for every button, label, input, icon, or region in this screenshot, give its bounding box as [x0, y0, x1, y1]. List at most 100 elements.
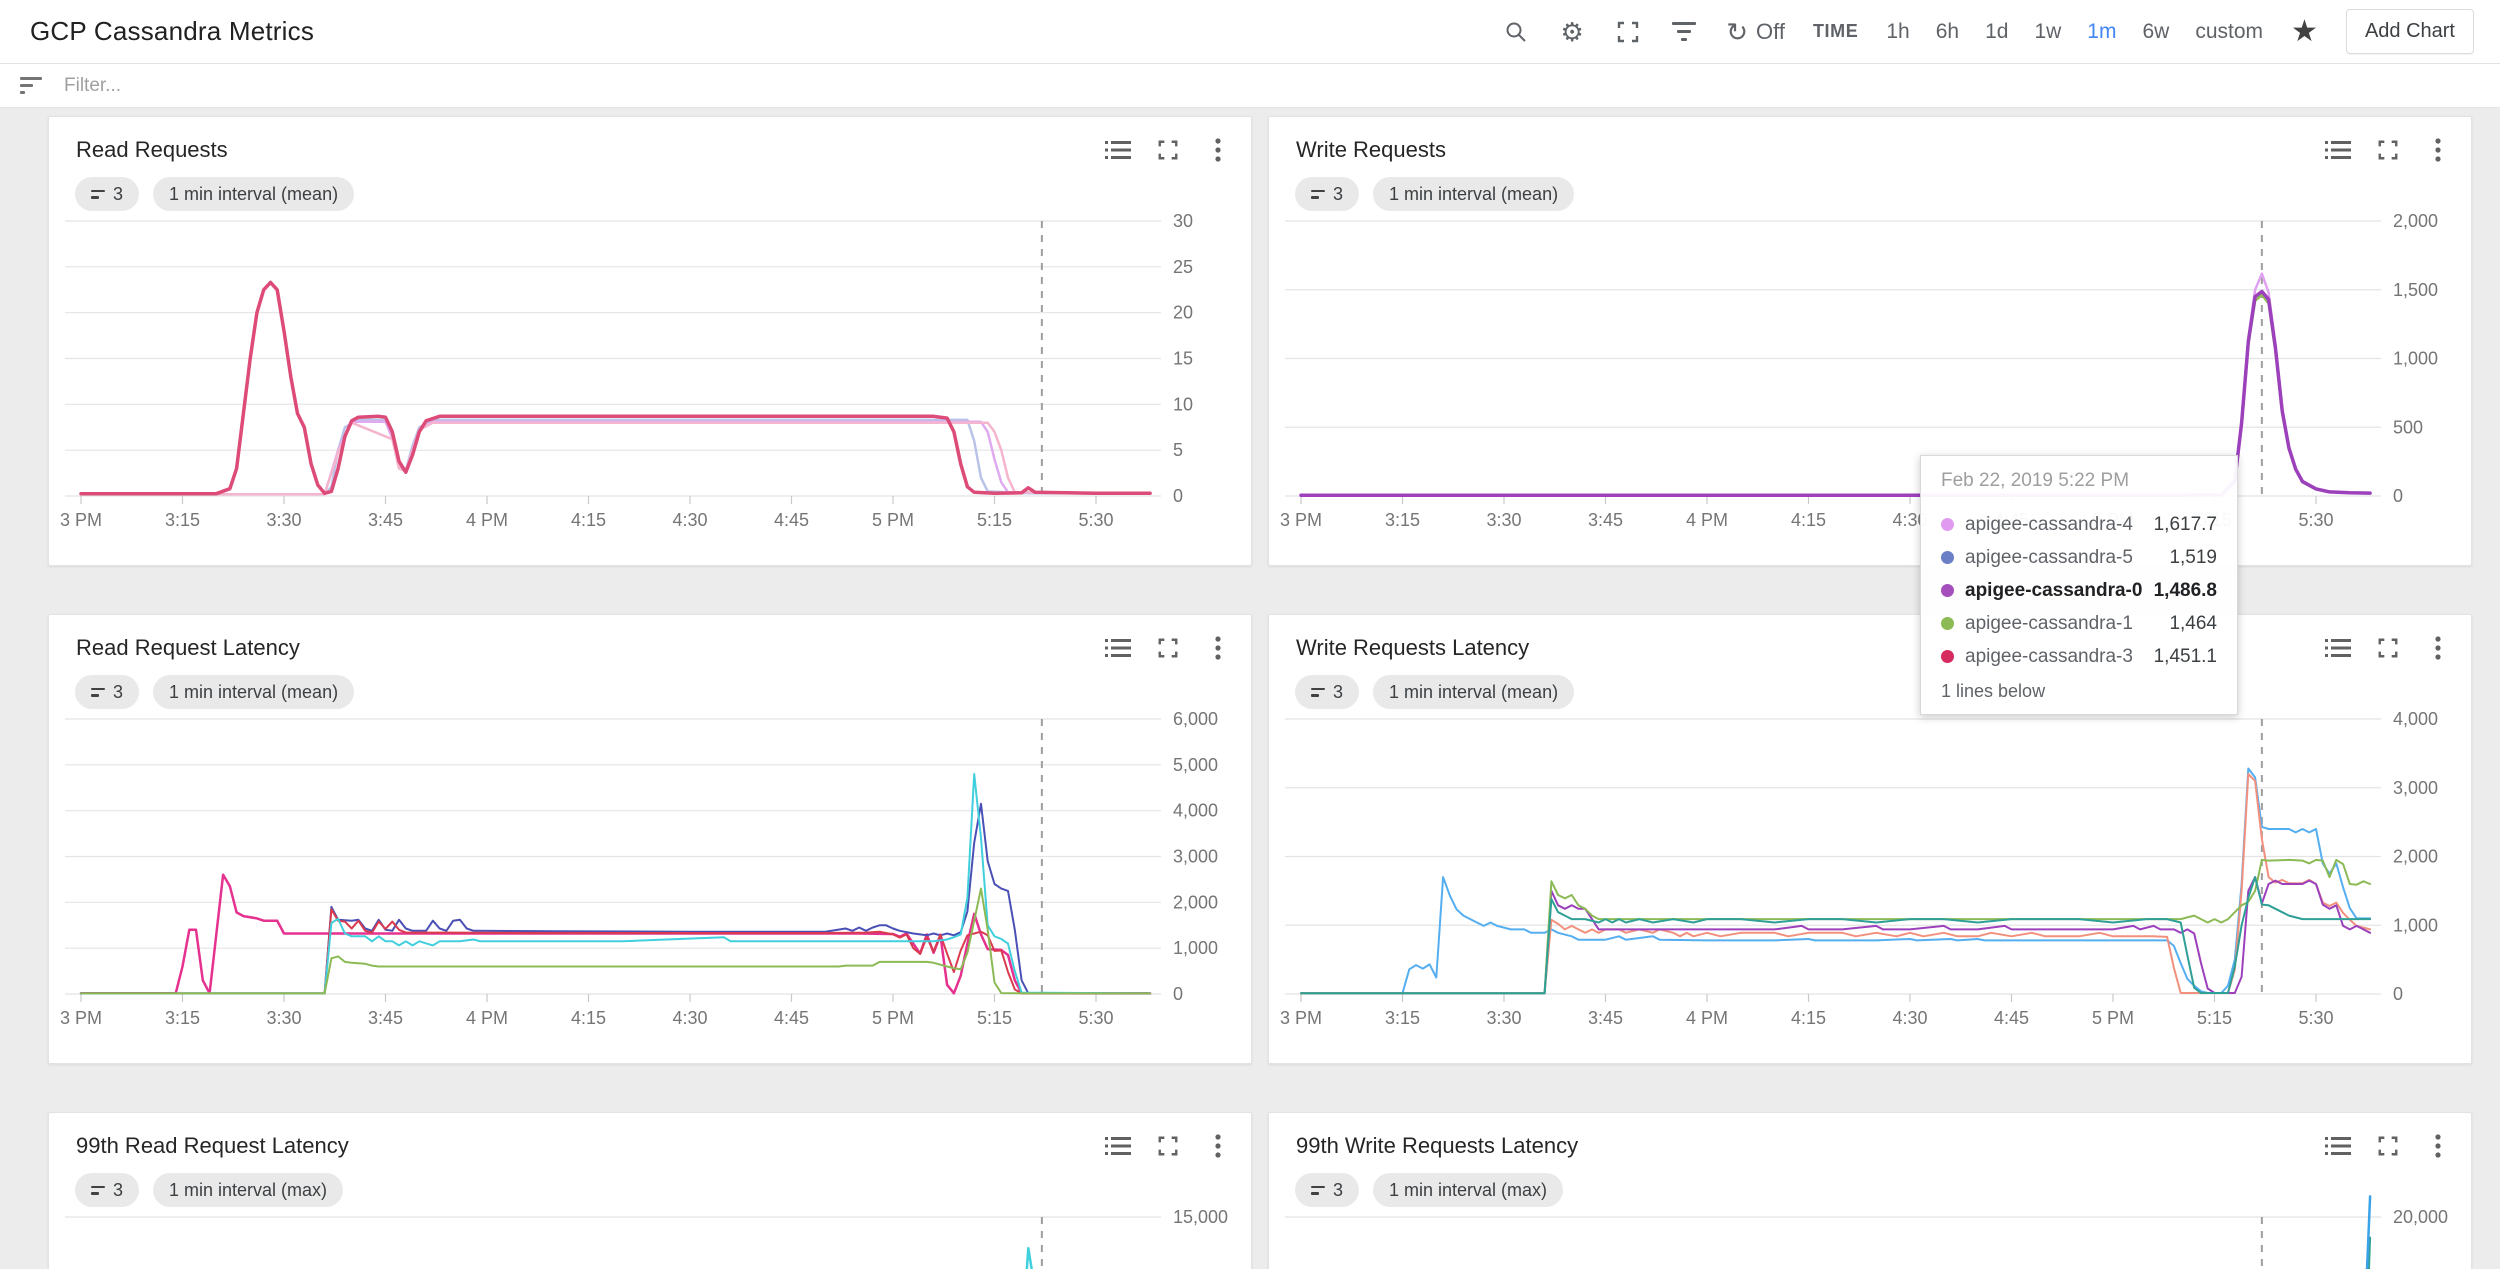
- x-tick-label: 4:15: [571, 1008, 606, 1028]
- y-tick-label: 0: [2393, 984, 2403, 1004]
- chart-legend-icon[interactable]: [2325, 137, 2351, 163]
- x-tick-label: 3:30: [266, 1008, 301, 1028]
- x-tick-label: 4:15: [1791, 510, 1826, 530]
- chart-plot-write-requests-latency[interactable]: 0 1,000 2,000 3,000 4,000 3 PM 3:15 3:30 3:45 4 P…: [1280, 709, 2473, 1034]
- time-range-1d[interactable]: 1d: [1985, 19, 2009, 43]
- x-tick-label: 3 PM: [1280, 510, 1322, 530]
- filter-count-pill[interactable]: 3: [1295, 177, 1360, 211]
- chart-title: Read Requests: [76, 137, 228, 162]
- pill-filter-icon: [91, 1185, 105, 1195]
- header-controls: ⚙ ↻ Off TIME 1h 6h 1d 1w 1m 6w custom ★ …: [1502, 9, 2474, 54]
- auto-refresh-control[interactable]: ↻ Off: [1726, 19, 1785, 45]
- filter-count-pill[interactable]: 3: [1295, 675, 1360, 709]
- interval-pill[interactable]: 1 min interval (mean): [1373, 675, 1575, 709]
- chart-title: Write Requests Latency: [1296, 635, 1530, 660]
- x-tick-label: 5:15: [977, 1008, 1012, 1028]
- x-tick-label: 4 PM: [466, 1008, 508, 1028]
- chart-menu-kebab-icon[interactable]: [2425, 137, 2451, 163]
- filter-count-pill[interactable]: 3: [75, 1173, 140, 1207]
- page-title: GCP Cassandra Metrics: [30, 16, 315, 46]
- time-range-1m[interactable]: 1m: [2087, 19, 2117, 43]
- chart-card-99th-write-requests-latency: 99th Write Requests Latency 3 1 min inte…: [1268, 1112, 2472, 1269]
- dashboard-filter-bar: [0, 64, 2500, 108]
- time-label: TIME: [1812, 21, 1859, 41]
- filter-count-pill[interactable]: 3: [75, 177, 140, 211]
- filter-list-icon[interactable]: [1670, 18, 1698, 46]
- x-tick-label: 5:30: [1078, 1008, 1113, 1028]
- chart-fullscreen-icon[interactable]: [1155, 1133, 1181, 1159]
- time-range-6w[interactable]: 6w: [2142, 19, 2170, 43]
- chart-fullscreen-icon[interactable]: [1155, 137, 1181, 163]
- series-line-apigee-cassandra-2: [1300, 773, 2372, 995]
- chart-fullscreen-icon[interactable]: [1155, 635, 1181, 661]
- interval-pill[interactable]: 1 min interval (mean): [153, 177, 355, 211]
- search-icon[interactable]: [1502, 18, 1530, 46]
- chart-legend-icon[interactable]: [1105, 137, 1131, 163]
- y-tick-label: 1,500: [2393, 280, 2438, 300]
- pill-filter-icon: [1311, 1185, 1325, 1195]
- y-tick-label: 5: [1173, 440, 1183, 460]
- x-tick-label: 5 PM: [872, 510, 914, 530]
- x-tick-label: 4:45: [1994, 1008, 2029, 1028]
- chart-card-write-requests: Write Requests 3 1 min interval (mean) 0…: [1268, 116, 2472, 566]
- y-tick-label: 10: [1173, 394, 1193, 414]
- interval-pill[interactable]: 1 min interval (mean): [153, 675, 355, 709]
- chart-menu-kebab-icon[interactable]: [2425, 635, 2451, 661]
- time-range-1h[interactable]: 1h: [1886, 19, 1910, 43]
- interval-pill[interactable]: 1 min interval (max): [153, 1173, 344, 1207]
- chart-menu-kebab-icon[interactable]: [1205, 137, 1231, 163]
- chart-plot-read-request-latency[interactable]: 0 1,000 2,000 3,000 4,000 5,000 6,000 3 PM 3:15 3…: [60, 709, 1253, 1034]
- series-color-dot: [1941, 551, 1954, 564]
- chart-plot-read-requests[interactable]: 0 5 10 15 20 25 30 3 PM 3:15 3:30 3:45 4 PM 4:15 4:30…: [60, 211, 1253, 536]
- y-tick-label: 2,000: [1173, 892, 1218, 912]
- series-line-apigee-cassandra-1: [80, 887, 1152, 995]
- y-tick-label: 4,000: [2393, 709, 2438, 729]
- chart-legend-icon[interactable]: [1105, 1133, 1131, 1159]
- chart-menu-kebab-icon[interactable]: [1205, 1133, 1231, 1159]
- chart-legend-icon[interactable]: [2325, 635, 2351, 661]
- filter-input[interactable]: [64, 74, 664, 97]
- filter-count-pill[interactable]: 3: [75, 675, 140, 709]
- fullscreen-icon[interactable]: [1614, 18, 1642, 46]
- time-range-1w[interactable]: 1w: [2034, 19, 2062, 43]
- chart-fullscreen-icon[interactable]: [2375, 635, 2401, 661]
- y-tick-label: 0: [1173, 486, 1183, 506]
- x-tick-label: 3 PM: [60, 1008, 102, 1028]
- x-tick-label: 4:30: [1892, 510, 1927, 530]
- chart-legend-icon[interactable]: [1105, 635, 1131, 661]
- x-tick-label: 3:15: [165, 1008, 200, 1028]
- tooltip-row: apigee-cassandra-3 1,451.1: [1941, 640, 2217, 673]
- x-tick-label: 5:30: [1078, 510, 1113, 530]
- series-color-dot: [1941, 584, 1954, 597]
- add-chart-button[interactable]: Add Chart: [2345, 9, 2474, 54]
- time-range-6h[interactable]: 6h: [1935, 19, 1960, 43]
- chart-fullscreen-icon[interactable]: [2375, 137, 2401, 163]
- chart-legend-icon[interactable]: [2325, 1133, 2351, 1159]
- x-tick-label: 5 PM: [2092, 1008, 2134, 1028]
- x-tick-label: 4:30: [672, 510, 707, 530]
- y-tick-label: 15: [1173, 349, 1193, 369]
- pill-filter-icon: [91, 687, 105, 697]
- y-tick-label: 1,000: [2393, 915, 2438, 935]
- interval-pill[interactable]: 1 min interval (mean): [1373, 177, 1575, 211]
- x-tick-label: 4 PM: [1686, 1008, 1728, 1028]
- interval-pill[interactable]: 1 min interval (max): [1373, 1173, 1564, 1207]
- chart-menu-kebab-icon[interactable]: [1205, 635, 1231, 661]
- series-line-apigee-cassandra-4: [1300, 876, 2372, 995]
- series-line-apigee-cassandra-4: [2367, 1236, 2372, 1269]
- chart-plot-write-requests[interactable]: 0 500 1,000 1,500 2,000 3 PM 3:15 3:30 3:45 4 PM 4…: [1280, 211, 2473, 536]
- x-tick-label: 3 PM: [60, 510, 102, 530]
- chart-menu-kebab-icon[interactable]: [2425, 1133, 2451, 1159]
- settings-gear-icon[interactable]: ⚙: [1560, 16, 1584, 47]
- chart-card-write-requests-latency: Write Requests Latency 3 1 min interval …: [1268, 614, 2472, 1064]
- tooltip-row: apigee-cassandra-1 1,464: [1941, 607, 2217, 640]
- filter-count-pill[interactable]: 3: [1295, 1173, 1360, 1207]
- x-tick-label: 3:30: [1486, 510, 1521, 530]
- favorite-star-icon[interactable]: ★: [2291, 15, 2318, 48]
- tooltip-row: apigee-cassandra-5 1,519: [1941, 541, 2217, 574]
- time-range-custom[interactable]: custom: [2195, 19, 2264, 43]
- chart-fullscreen-icon[interactable]: [2375, 1133, 2401, 1159]
